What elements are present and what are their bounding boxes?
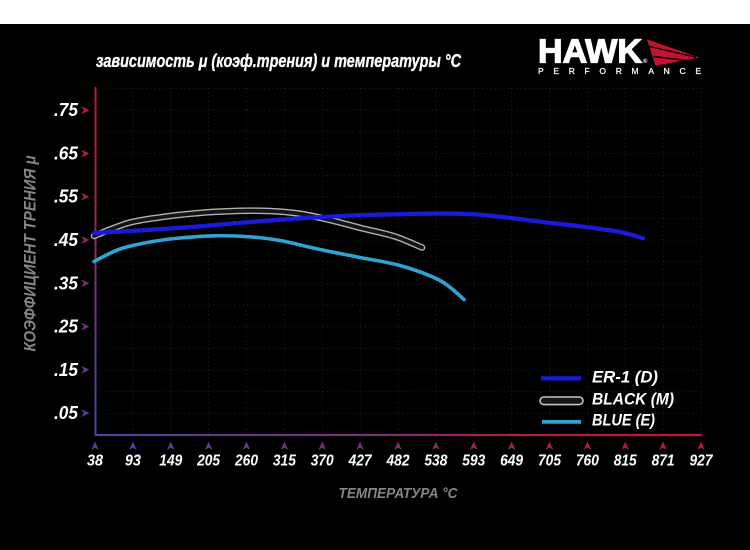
svg-text:.15: .15: [54, 360, 79, 380]
svg-text:®: ®: [643, 58, 648, 65]
svg-text:649: 649: [500, 453, 523, 470]
svg-text:315: 315: [273, 453, 296, 470]
svg-text:HAWK: HAWK: [538, 33, 642, 70]
svg-text:.75: .75: [54, 100, 79, 120]
svg-text:705: 705: [538, 453, 561, 470]
svg-text:927: 927: [690, 453, 714, 470]
svg-text:93: 93: [125, 453, 141, 470]
svg-text:205: 205: [196, 453, 220, 470]
svg-text:.55: .55: [54, 187, 79, 207]
svg-text:ER-1 (D): ER-1 (D): [592, 368, 658, 387]
svg-text:.25: .25: [54, 317, 79, 337]
svg-text:482: 482: [386, 453, 410, 470]
svg-text:зависимость μ (коэф.трения) и: зависимость μ (коэф.трения) и температур…: [96, 51, 462, 71]
svg-text:149: 149: [159, 453, 182, 470]
svg-text:КОЭФФИЦИЕНТ ТРЕНИЯ μ: КОЭФФИЦИЕНТ ТРЕНИЯ μ: [22, 155, 40, 351]
svg-text:538: 538: [424, 453, 447, 470]
svg-text:.05: .05: [54, 403, 79, 423]
svg-text:.45: .45: [54, 230, 79, 250]
svg-text:593: 593: [462, 453, 485, 470]
svg-text:BLUE (E): BLUE (E): [592, 411, 655, 430]
svg-text:260: 260: [234, 453, 258, 470]
svg-text:370: 370: [311, 453, 334, 470]
svg-text:760: 760: [576, 453, 599, 470]
svg-text:PERFORMANCE: PERFORMANCE: [538, 66, 701, 76]
svg-text:871: 871: [652, 453, 675, 470]
svg-text:ТЕМПЕРАТУРА °C: ТЕМПЕРАТУРА °C: [339, 485, 459, 502]
svg-text:427: 427: [348, 453, 373, 470]
svg-text:38: 38: [87, 453, 103, 470]
svg-text:.65: .65: [54, 144, 79, 164]
svg-text:.35: .35: [54, 273, 79, 293]
svg-text:BLACK (M): BLACK (M): [592, 390, 674, 409]
svg-text:815: 815: [614, 453, 637, 470]
